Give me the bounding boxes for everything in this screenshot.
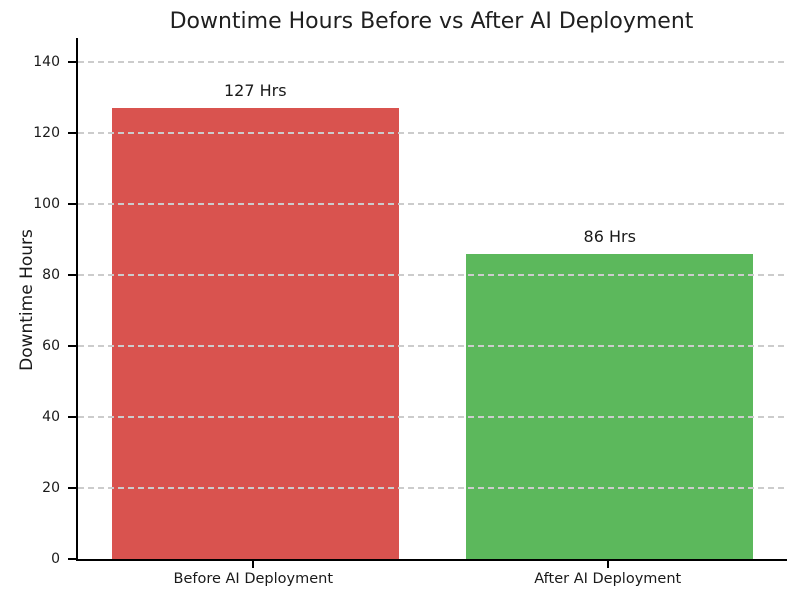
- y-tick-label: 20: [42, 479, 60, 496]
- bar-value-labels-layer: 127 Hrs 86 Hrs: [78, 38, 787, 559]
- y-tick-label: 140: [33, 53, 60, 70]
- y-tick-label: 120: [33, 124, 60, 141]
- grid-layer: [78, 38, 787, 559]
- y-tick-mark: [68, 202, 76, 205]
- bar: [112, 108, 399, 559]
- y-tick-mark: [68, 273, 76, 276]
- y-tick-label: 40: [42, 408, 60, 425]
- gridline: [78, 345, 787, 347]
- y-tick-mark: [68, 415, 76, 418]
- y-tick-label: 0: [51, 551, 60, 567]
- x-tick-label: Before AI Deployment: [173, 571, 334, 587]
- x-tick-label: After AI Deployment: [534, 571, 682, 587]
- x-axis-ticks: Before AI Deployment After AI Deployment: [76, 561, 787, 600]
- gridline: [78, 132, 787, 134]
- x-tick-mark: [252, 561, 254, 568]
- y-tick-mark: [68, 558, 76, 560]
- gridline: [78, 487, 787, 489]
- y-tick-mark: [68, 60, 76, 63]
- gridline: [78, 416, 787, 418]
- y-tick-mark: [68, 486, 76, 489]
- bar-value-label: 86 Hrs: [583, 227, 636, 246]
- y-tick-mark: [68, 131, 76, 134]
- y-tick-label: 60: [42, 337, 60, 354]
- plot-area: 127 Hrs 86 Hrs: [76, 38, 787, 561]
- y-tick-label: 100: [33, 195, 60, 212]
- y-tick-label: 80: [42, 266, 60, 283]
- x-tick-mark: [607, 561, 609, 568]
- gridline: [78, 274, 787, 276]
- gridline: [78, 203, 787, 205]
- chart-title: Downtime Hours Before vs After AI Deploy…: [169, 9, 694, 34]
- bar: [466, 254, 753, 559]
- bars-layer: [78, 38, 787, 559]
- y-axis-ticks: 0 20 40 60 80 100 120 140: [0, 38, 76, 567]
- gridline: [78, 60, 787, 63]
- y-tick-mark: [68, 344, 76, 347]
- bar-value-label: 127 Hrs: [223, 81, 287, 100]
